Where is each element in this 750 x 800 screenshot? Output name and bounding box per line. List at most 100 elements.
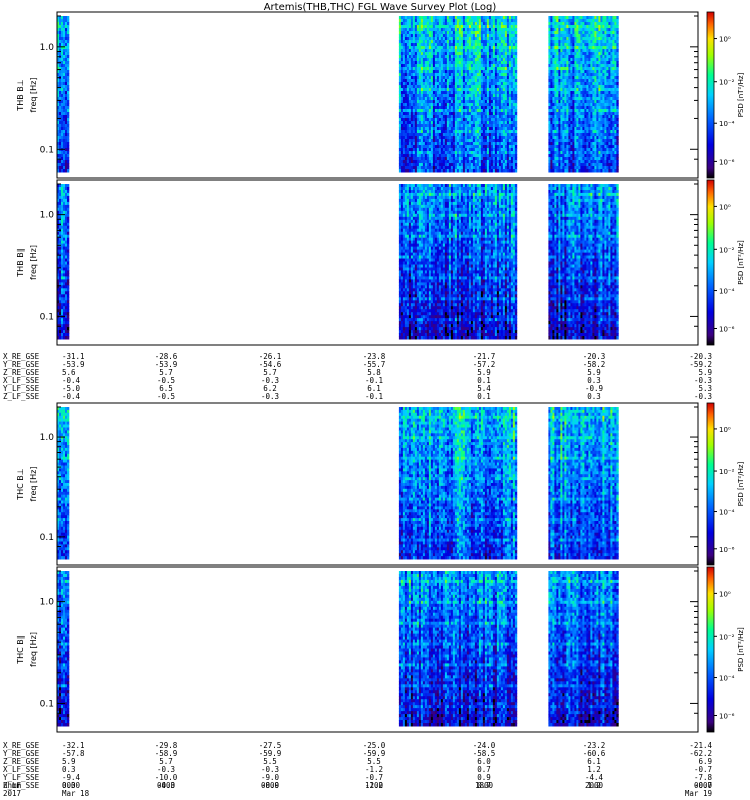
spectrogram-cell [562, 49, 565, 53]
spectrogram-cell [596, 58, 599, 62]
spectrogram-cell [566, 58, 569, 62]
spectrogram-cell [63, 52, 66, 56]
spectrogram-cell [406, 73, 410, 77]
spectrogram-cell [404, 64, 408, 68]
spectrogram-cell [414, 73, 418, 77]
spectrogram-cell [422, 154, 426, 158]
spectrogram-cell [558, 94, 561, 98]
spectrogram-cell [562, 145, 565, 149]
spectrogram-cell [490, 28, 494, 32]
spectrogram-cell [422, 73, 426, 77]
spectrogram-cell [498, 133, 502, 137]
spectrogram-cell [424, 109, 428, 113]
spectrogram-cell [420, 133, 424, 137]
spectrogram-cell [436, 94, 440, 98]
spectrogram-cell [600, 28, 603, 32]
spectrogram-cell [594, 46, 597, 50]
spectrogram-cell [492, 127, 496, 131]
spectrogram-cell [470, 163, 474, 167]
spectrogram-cell [474, 88, 478, 92]
spectrogram-cell [594, 70, 597, 74]
spectrogram-cell [576, 16, 579, 20]
spectrogram-cell [434, 55, 438, 59]
spectrogram-cell [438, 37, 442, 41]
spectrogram-cell [564, 28, 567, 32]
spectrogram-cell [512, 121, 516, 125]
spectrogram-cell [406, 64, 410, 68]
spectrogram-cell [456, 154, 460, 158]
spectrogram-cell [406, 34, 410, 38]
spectrogram-cell [592, 70, 595, 74]
spectrogram-cell [472, 37, 476, 41]
spectrogram-cell [594, 49, 597, 53]
spectrogram-cell [454, 40, 458, 44]
spectrogram-cell [442, 16, 446, 20]
spectrogram-cell [596, 70, 599, 74]
spectrogram-cell [408, 82, 412, 86]
spectrogram-cell [418, 64, 422, 68]
spectrogram-cell [57, 94, 60, 98]
spectrogram-cell [416, 148, 420, 152]
spectrogram-cell [484, 157, 488, 161]
spectrogram-cell [596, 112, 599, 116]
spectrogram-cell [580, 91, 583, 95]
spectrogram-cell [494, 97, 498, 101]
spectrogram-cell [474, 67, 478, 71]
spectrogram-cell [588, 40, 591, 44]
spectrogram-cell [432, 154, 436, 158]
spectrogram-cell [506, 121, 510, 125]
spectrogram-cell [578, 121, 581, 125]
spectrogram-cell [466, 154, 470, 158]
spectrogram-cell [574, 61, 577, 65]
spectrogram-cell [430, 121, 434, 125]
spectrogram-cell [592, 61, 595, 65]
spectrogram-cell [466, 133, 470, 137]
spectrogram-cell [448, 40, 452, 44]
spectrogram-cell [468, 22, 472, 26]
spectrogram-cell [474, 127, 478, 131]
spectrogram-cell [456, 124, 460, 128]
spectrogram-cell [512, 160, 516, 164]
spectrogram-cell [562, 109, 565, 113]
spectrogram-cell [512, 76, 516, 80]
spectrogram-cell [514, 121, 518, 125]
spectrogram-cell [480, 76, 484, 80]
spectrogram-cell [514, 91, 518, 95]
spectrogram-cell [554, 121, 557, 125]
spectrogram-cell [446, 52, 450, 56]
spectrogram-cell [452, 106, 456, 110]
spectrogram-cell [586, 160, 589, 164]
spectrogram-cell [430, 103, 434, 107]
spectrogram-cell [468, 28, 472, 32]
spectrogram-cell [444, 103, 448, 107]
spectrogram-cell [454, 121, 458, 125]
spectrogram-cell [502, 73, 506, 77]
spectrogram-cell [552, 61, 555, 65]
spectrogram-cell [486, 52, 490, 56]
spectrogram-cell [572, 121, 575, 125]
spectrogram-cell [424, 115, 428, 119]
spectrogram-cell [554, 22, 557, 26]
spectrogram-cell [576, 22, 579, 26]
spectrogram-cell [606, 88, 609, 92]
spectrogram-cell [418, 142, 422, 146]
spectrogram-cell [454, 67, 458, 71]
spectrogram-cell [426, 103, 430, 107]
spectrogram-cell [588, 91, 591, 95]
spectrogram-cell [440, 109, 444, 113]
spectrogram-cell [550, 157, 553, 161]
spectrogram-cell [462, 160, 466, 164]
spectrogram-cell [476, 145, 480, 149]
spectrogram-cell [418, 157, 422, 161]
spectrogram-cell [400, 166, 404, 170]
spectrogram-cell [472, 34, 476, 38]
spectrogram-cell [578, 85, 581, 89]
spectrogram-cell [574, 22, 577, 26]
spectrogram-cell [408, 52, 412, 56]
spectrogram-cell [498, 142, 502, 146]
spectrogram-cell [410, 145, 414, 149]
spectrogram-cell [432, 112, 436, 116]
spectrogram-cell [514, 100, 518, 104]
spectrogram-cell [420, 115, 424, 119]
spectrogram-cell [434, 16, 438, 20]
